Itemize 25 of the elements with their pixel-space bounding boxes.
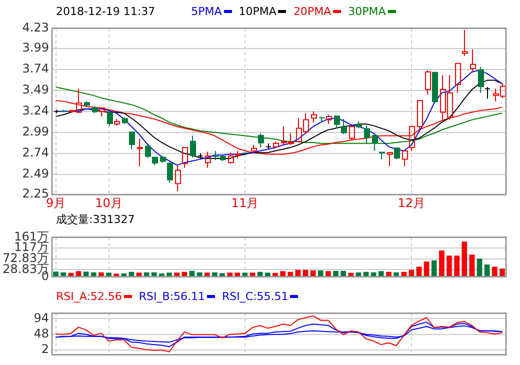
text: 成交量:331327: [56, 212, 135, 227]
y-tick-label: 3.49: [22, 82, 49, 97]
legend-label: 5PMA: [191, 5, 222, 18]
legend-label: RSI_C:55.51: [222, 290, 288, 303]
y-tick-label: 2.74: [22, 146, 49, 160]
y-tick-label: 2.99: [22, 124, 49, 139]
legend-label: 30PMA: [348, 5, 386, 18]
chart-title: 2018-12-19 11:37: [56, 5, 156, 18]
y-tick-label: 72.83万: [2, 251, 49, 266]
x-tick-label: 11月: [231, 196, 259, 210]
legend-label: 20PMA: [293, 5, 332, 18]
y-tick-label: 48: [34, 326, 49, 340]
legend-label: 10PMA: [238, 5, 276, 18]
legend-label: RSI_B:56.11: [138, 290, 206, 303]
y-tick-label: 3.74: [22, 62, 49, 76]
x-tick-label: 10月: [95, 196, 122, 210]
y-tick-label: 3.24: [22, 104, 49, 118]
x-tick-label: 12月: [398, 196, 426, 210]
legend-label: RSI_A:52.56: [56, 290, 122, 303]
y-tick-label: 2: [41, 342, 49, 356]
y-tick-label: 161万: [14, 229, 49, 244]
y-tick-label: 3.99: [22, 40, 49, 54]
y-tick-label: 94: [34, 310, 49, 325]
y-tick-label: 2.49: [22, 166, 49, 181]
y-tick-label: 4.23: [22, 20, 49, 34]
